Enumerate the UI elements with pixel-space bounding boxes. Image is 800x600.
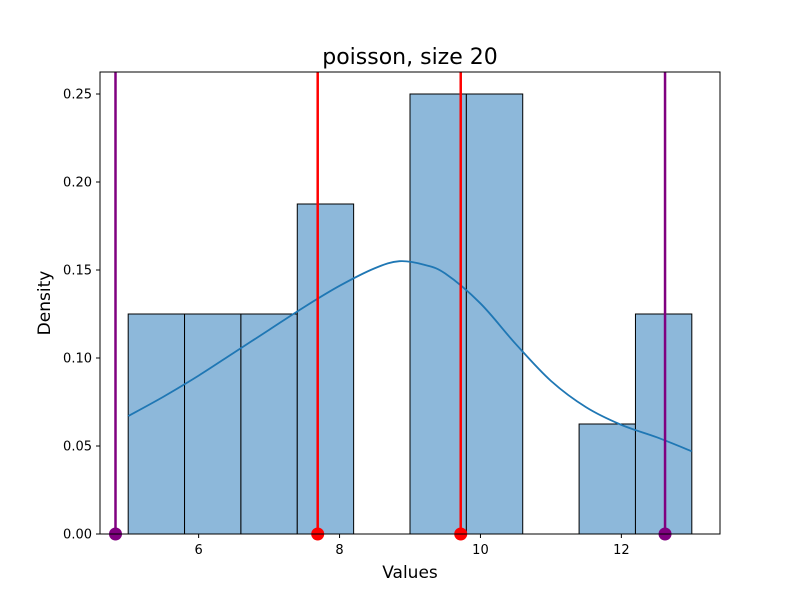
x-axis-label: Values	[382, 563, 438, 583]
y-axis-label: Density	[35, 271, 55, 336]
kde-curve	[127, 260, 693, 453]
y-tick-label-4: 0.20	[63, 176, 92, 191]
histogram-bar-3	[296, 203, 355, 535]
y-axis-ticks: 0.00 0.05 0.10 0.15 0.20 0.25	[63, 88, 100, 543]
x-axis-ticks: 6 8 10 12	[194, 534, 630, 558]
y-tick-label-2: 0.10	[63, 352, 92, 367]
histogram-bar-2	[240, 313, 298, 535]
x-tick-label-2: 10	[472, 543, 489, 558]
y-tick-label-0: 0.00	[63, 528, 92, 543]
plot-frame	[99, 71, 721, 535]
histogram-bar-7	[634, 313, 693, 535]
histogram-bar-1	[184, 313, 242, 535]
kde-curve-group	[127, 260, 693, 453]
chart-title: poisson, size 20	[322, 45, 498, 70]
y-tick-label-3: 0.15	[63, 264, 92, 279]
histogram-bars	[127, 93, 693, 535]
y-tick-label-1: 0.05	[63, 440, 92, 455]
histogram-bar-4	[409, 93, 467, 535]
x-tick-label-1: 8	[335, 543, 343, 558]
y-tick-label-5: 0.25	[63, 88, 92, 103]
histogram-bar-5	[465, 93, 524, 535]
x-tick-label-3: 12	[613, 543, 630, 558]
histogram-bar-6	[578, 423, 636, 535]
x-tick-label-0: 6	[194, 543, 202, 558]
histogram-bar-0	[127, 313, 186, 535]
